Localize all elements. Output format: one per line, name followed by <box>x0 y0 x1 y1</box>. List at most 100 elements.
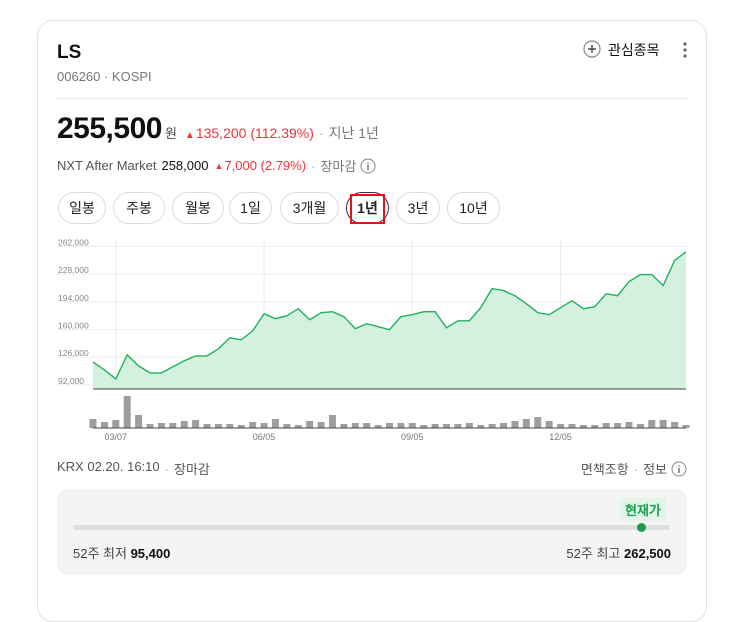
range-track <box>73 525 670 530</box>
period-tab[interactable]: 1일 <box>229 192 272 224</box>
volume-bar <box>614 423 622 428</box>
volume-bar <box>203 424 211 428</box>
low-row: 52주 최저 95,400 <box>73 543 170 562</box>
period-tab[interactable]: 1년 <box>346 192 389 224</box>
after-market-change: 7,000 (2.79%) <box>224 158 307 173</box>
volume-bar <box>534 417 542 428</box>
footer-left: KRX 02.20. 16:10 장마감 <box>57 459 210 478</box>
up-arrow: ▲ <box>184 130 195 141</box>
period-tab[interactable]: 주봉 <box>113 192 165 224</box>
volume-bar <box>636 424 644 428</box>
volume-bar <box>180 421 188 428</box>
after-market-row: NXT After Market 258,000 ▲ 7,000 (2.79%)… <box>57 156 376 175</box>
high-label: 52주 최고 <box>566 546 621 561</box>
price-row: 255,500 원 ▲ 135,200 (112.39%) 지난 1년 <box>57 112 379 146</box>
period-tab[interactable]: 10년 <box>447 192 500 224</box>
volume-bar <box>135 415 143 428</box>
volume-bar <box>386 423 393 428</box>
low-value: 95,400 <box>130 546 171 561</box>
after-market-label: NXT After Market <box>57 158 157 173</box>
volume-bar <box>340 424 348 428</box>
y-tick-label: 194,000 <box>58 293 89 303</box>
y-tick-label: 92,000 <box>58 376 84 386</box>
after-market-price: 258,000 <box>161 158 209 173</box>
high-value: 262,500 <box>624 546 671 561</box>
volume-bar <box>374 425 382 428</box>
page: LS 006260 · KOSPI 관심종목 255,500 원 ▲ 135,2… <box>0 0 747 589</box>
watchlist-button[interactable]: 관심종목 <box>608 42 660 58</box>
after-market-status: 장마감 <box>306 156 356 175</box>
y-tick-label: 126,000 <box>58 348 89 358</box>
period-tab[interactable]: 3개월 <box>280 192 339 224</box>
divider <box>57 98 687 99</box>
y-tick-label: 160,000 <box>58 321 89 331</box>
volume-bar <box>420 425 428 428</box>
price-unit: 원 <box>164 126 177 141</box>
volume-bar <box>671 422 679 428</box>
plus-icon[interactable] <box>583 40 601 58</box>
volume-bar <box>408 423 416 428</box>
info-link[interactable]: 정보 <box>629 459 667 478</box>
source: KRX 02.20. 16:10 <box>57 459 160 474</box>
volume-bar <box>397 423 405 428</box>
current-marker <box>637 523 646 532</box>
range-box <box>57 489 687 575</box>
info-icon[interactable] <box>360 158 376 174</box>
volume-bar <box>214 424 222 428</box>
volume-bar <box>545 421 553 428</box>
volume-bar <box>454 424 462 428</box>
more-menu[interactable] <box>681 41 689 59</box>
x-tick-label: 09/05 <box>401 432 424 442</box>
volume-bar <box>123 396 131 428</box>
period-tab[interactable]: 일봉 <box>58 192 106 224</box>
price-area <box>93 251 686 389</box>
current-price: 255,500 <box>57 112 162 145</box>
volume-bar <box>146 424 154 428</box>
x-tick-label: 12/05 <box>549 432 572 442</box>
volume-bar <box>625 422 633 428</box>
volume-bar <box>443 424 451 428</box>
price-change: 135,200 (112.39%) <box>195 125 314 141</box>
stock-name: LS <box>57 42 82 63</box>
volume-bar <box>500 423 508 428</box>
volume-bar <box>557 424 565 428</box>
volume-bar <box>363 423 371 428</box>
y-tick-label: 228,000 <box>58 265 89 275</box>
volume-bar <box>317 422 325 428</box>
stock-code: 006260 · KOSPI <box>57 69 152 84</box>
volume-bar <box>157 423 165 428</box>
x-tick-label: 06/05 <box>253 432 276 442</box>
volume-bar <box>648 420 656 428</box>
footer-right: 면책조항 정보 <box>581 459 687 478</box>
volume-bar <box>306 421 314 428</box>
volume-bar <box>260 423 268 428</box>
volume-bar <box>579 425 587 428</box>
volume-bar <box>488 424 496 428</box>
volume-bar <box>568 424 576 428</box>
period-tab[interactable]: 3년 <box>396 192 440 224</box>
disclaimer-link[interactable]: 면책조항 <box>580 462 629 477</box>
volume-bar <box>192 420 200 428</box>
volume-bar <box>271 419 279 428</box>
info-icon[interactable] <box>671 461 687 477</box>
volume-bar <box>351 423 359 428</box>
volume-bar <box>477 425 485 428</box>
period: 지난 1년 <box>314 123 379 143</box>
volume-bar <box>249 422 257 428</box>
volume-bar <box>659 420 667 428</box>
low-label: 52주 최저 <box>73 546 127 561</box>
up-arrow: ▲ <box>214 160 224 171</box>
highlight-box <box>350 194 385 224</box>
volume-bar <box>522 419 530 428</box>
period-tab[interactable]: 월봉 <box>172 192 224 224</box>
volume-bar <box>431 424 439 428</box>
market-status: 장마감 <box>160 459 210 478</box>
high-row: 52주 최고 262,500 <box>566 543 671 562</box>
y-tick-label: 262,000 <box>58 238 89 248</box>
volume-bar <box>602 423 610 428</box>
volume-bar <box>89 419 97 428</box>
volume-bar <box>237 425 245 428</box>
volume-bar <box>682 425 690 428</box>
volume-bar <box>328 415 336 428</box>
volume-bar <box>100 422 108 428</box>
